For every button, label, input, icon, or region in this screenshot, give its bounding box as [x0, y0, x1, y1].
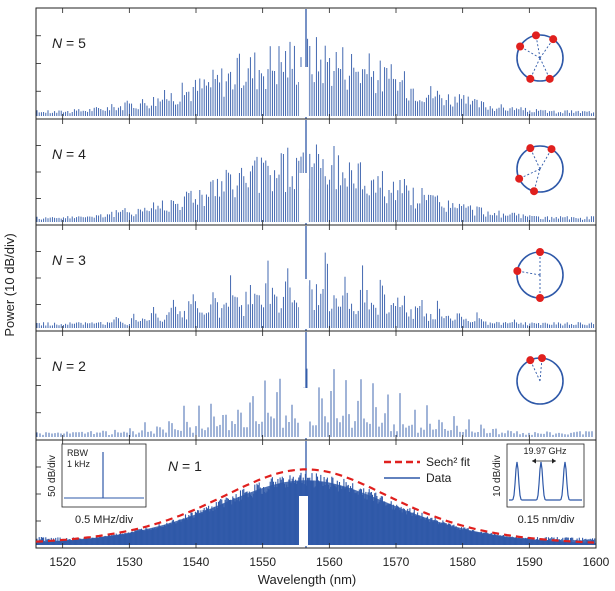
soliton-dot	[515, 174, 524, 183]
panel-label-val: = 2	[66, 358, 86, 374]
ring-diagram-1	[516, 31, 564, 83]
soliton-dot	[526, 74, 535, 83]
panel-frame	[35, 330, 597, 441]
panel-label-val: = 1	[182, 458, 202, 474]
rf-rbw-value: 1 kHz	[67, 459, 91, 469]
x-tick-label: 1590	[516, 555, 543, 569]
x-tick-label: 1570	[383, 555, 410, 569]
ring-diagram-2	[515, 144, 564, 196]
panel-4: N = 2	[35, 330, 597, 441]
soliton-dot	[532, 31, 541, 40]
filter-notch	[299, 173, 308, 223]
x-tick-label: 1540	[183, 555, 210, 569]
spectrum-data-2	[36, 144, 595, 222]
soliton-dot	[526, 356, 535, 365]
optical-inset-xlabel: 0.15 nm/div	[518, 514, 575, 526]
panel-label-val: = 5	[66, 35, 86, 51]
spectrum-fill	[36, 480, 596, 545]
filter-notch	[299, 67, 308, 117]
panel-label-var: N	[52, 35, 63, 51]
soliton-dot	[526, 144, 535, 153]
panel-2: N = 4	[35, 118, 597, 226]
panel-label-var: N	[168, 458, 179, 474]
panel-label-var: N	[52, 358, 63, 374]
optical-inset-ylabel: 10 dB/div	[492, 455, 503, 497]
optical-inset: 19.97 GHz 0.15 nm/div 10 dB/div	[492, 443, 585, 526]
panel-label-val: = 3	[66, 252, 86, 268]
optical-spacing-label: 19.97 GHz	[523, 446, 567, 456]
filter-notch	[299, 496, 308, 546]
soliton-dot	[530, 187, 539, 196]
rf-rbw-label: RBW	[67, 448, 89, 458]
x-tick-label: 1550	[249, 555, 276, 569]
x-tick-label: 1600	[583, 555, 610, 569]
rf-inset-xlabel: 0.5 MHz/div	[75, 514, 134, 526]
soliton-dot	[516, 42, 525, 51]
rf-inset-ylabel: 50 dB/div	[47, 455, 58, 497]
soliton-dot	[547, 145, 556, 154]
soliton-dot	[536, 248, 544, 256]
soliton-dot	[536, 294, 544, 302]
x-axis-label: Wavelength (nm)	[258, 572, 357, 587]
x-tick-label: 1530	[116, 555, 143, 569]
ring-diagram-3	[513, 248, 564, 302]
spectrum-panels: N = 5N = 4N = 3N = 2N = 1 Sech² fitDataRB…	[35, 7, 597, 549]
y-axis-label: Power (10 dB/div)	[2, 233, 17, 336]
filter-notch	[299, 279, 308, 329]
spectrum-data-1	[36, 37, 595, 116]
soliton-dot	[549, 35, 558, 44]
legend: Sech² fit Data	[384, 455, 471, 485]
sech-fit-curve	[35, 468, 595, 544]
legend-data-label: Data	[426, 471, 452, 485]
optical-comb-trace	[509, 461, 582, 501]
panel-1: N = 5	[35, 7, 597, 120]
ring-diagram-4	[516, 354, 564, 405]
rf-inset-frame	[61, 443, 147, 508]
soliton-dot	[538, 354, 547, 363]
soliton-dot	[545, 74, 554, 83]
panel-label-var: N	[52, 146, 63, 162]
x-tick-label: 1520	[49, 555, 76, 569]
x-tick-label: 1580	[449, 555, 476, 569]
legend-fit-label: Sech² fit	[426, 455, 471, 469]
x-axis: 1520 1530 1540 1550 1560 1570 1580 1590 1600	[49, 555, 609, 569]
panel-label-var: N	[52, 252, 63, 268]
spectrum-data-4	[36, 368, 593, 437]
soliton-dot	[513, 267, 522, 276]
filter-notch	[299, 388, 308, 438]
panel-3: N = 3	[35, 224, 597, 332]
x-tick-label: 1560	[316, 555, 343, 569]
panel-label-val: = 4	[66, 146, 86, 162]
spectrum-data-3	[36, 252, 595, 328]
